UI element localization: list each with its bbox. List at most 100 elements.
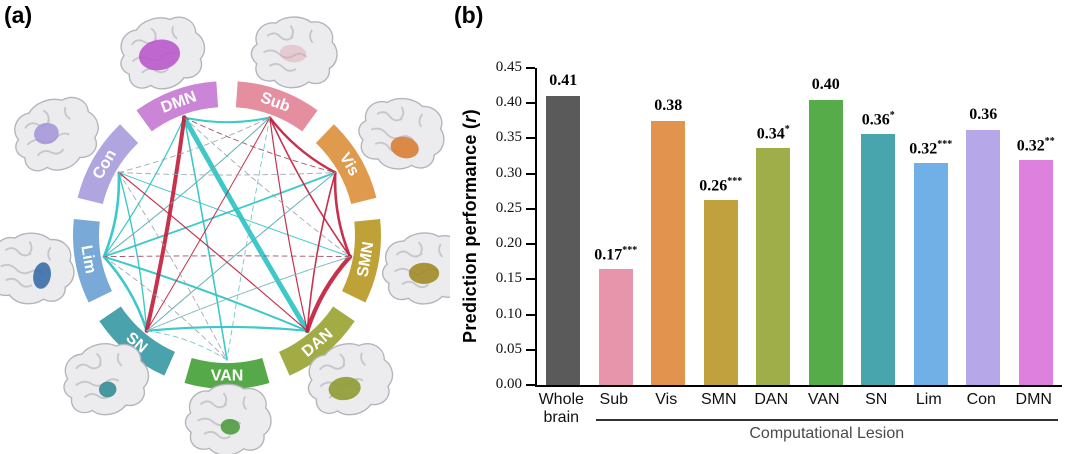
network-node-Lim: Lim — [73, 218, 113, 303]
y-tick — [525, 348, 535, 351]
edge-Con-VAN — [118, 172, 228, 361]
bar-chart-panel: Prediction performance (r) 0.41 0.17*** 0.… — [450, 0, 1072, 454]
significance-stars: *** — [727, 176, 743, 188]
bar-Vis — [651, 120, 686, 385]
bar-value-Vis: 0.38 — [654, 96, 683, 114]
brain-dan — [302, 337, 399, 422]
panel-b-label: (b) — [454, 2, 484, 28]
network-node-Sub: Sub — [235, 81, 318, 132]
network-arc-SMN — [341, 218, 381, 303]
network-arc-SN — [99, 306, 176, 376]
edge-SN-DAN — [145, 325, 309, 332]
y-tick — [525, 67, 535, 69]
x-label-DAN: DAN — [754, 391, 789, 408]
edge-Sub-Lim — [103, 117, 271, 258]
network-label-Lim: Lim — [77, 244, 99, 275]
edge-Sub-SMN — [269, 116, 351, 258]
edge-Lim-SN — [102, 255, 148, 333]
brain-sn — [58, 338, 154, 420]
y-tick — [525, 243, 535, 246]
brain-patch-sn — [98, 381, 117, 398]
edge-Lim-VAN — [103, 256, 228, 361]
bar-SN — [861, 134, 896, 385]
network-node-Vis: Vis — [315, 124, 377, 205]
edge-DMN-Sub — [183, 116, 271, 124]
y-tick — [525, 384, 535, 386]
x-label-Lim: Lim — [915, 391, 942, 408]
edge-Sub-Vis — [268, 116, 337, 174]
network-arc-Sub — [235, 81, 318, 132]
x-label-Con: Con — [966, 391, 996, 408]
brain-patch-lim — [33, 262, 51, 289]
brain-patch-sub — [279, 44, 307, 63]
x-label-DMN: DMN — [1015, 391, 1052, 408]
brain-sub — [247, 11, 342, 94]
edge-DMN-SMN — [183, 117, 351, 258]
edge-Vis-SMN — [333, 171, 352, 258]
y-axis-label-italic-r: r — [460, 115, 480, 123]
edge-SN-VAN — [146, 330, 228, 361]
y-tick-label: 0.35 — [495, 129, 522, 146]
y-tick-label: 0.25 — [495, 199, 522, 216]
significance-stars: *** — [622, 244, 638, 256]
bar-value-VAN: 0.40 — [811, 76, 840, 94]
brain-lim — [0, 225, 81, 312]
y-tick — [525, 278, 535, 281]
y-tick — [525, 102, 535, 105]
edge-Lim-Vis — [103, 171, 337, 258]
x-label-Whole-brain: Whole brain — [538, 391, 584, 426]
bar-DMN — [1018, 159, 1053, 385]
brains-layer — [0, 9, 450, 454]
network-arc-DMN — [136, 81, 219, 132]
bar-Lim — [913, 163, 948, 385]
edge-DMN-DAN — [181, 115, 310, 334]
bar-Con — [966, 130, 1001, 385]
y-tick — [525, 137, 535, 140]
significance-stars: ** — [1044, 135, 1055, 147]
network-node-VAN: VAN — [184, 357, 270, 389]
lesion-group-label: Computational Lesion — [749, 425, 905, 442]
plot-area: 0.41 0.17*** 0.38 0.26*** 0.34* 0.40 0.36* 0.32… — [525, 67, 1062, 387]
edge-Con-Sub — [118, 117, 271, 173]
network-arc-Lim — [73, 218, 113, 303]
bar-value-DAN: 0.34* — [756, 124, 790, 143]
x-label-Sub: Sub — [599, 391, 628, 408]
bar-SMN — [703, 200, 738, 385]
edge-Lim-Con — [102, 171, 121, 258]
bar-value-Whole-brain: 0.41 — [549, 72, 578, 90]
edge-SN-Vis — [146, 172, 336, 332]
network-label-SMN: SMN — [354, 241, 377, 279]
y-tick-label: 0.10 — [495, 305, 522, 322]
edge-SMN-Lim — [103, 255, 351, 258]
bar-Whole-brain — [546, 96, 581, 385]
brain-smn — [381, 232, 450, 305]
network-node-SMN: SMN — [341, 218, 381, 303]
y-tick — [525, 172, 535, 175]
edge-SN-SMN — [146, 256, 351, 332]
y-tick-label: 0.05 — [495, 340, 522, 357]
edge-Lim-DAN — [102, 255, 309, 332]
edge-DMN-VAN — [183, 116, 228, 361]
significance-stars: * — [889, 110, 895, 122]
brain-patch-smn — [408, 262, 440, 284]
lesion-group-bracket — [595, 419, 1058, 421]
edge-Sub-DAN — [269, 116, 308, 332]
bar-value-SN: 0.36* — [861, 110, 895, 129]
y-tick — [525, 313, 535, 316]
brain-van — [182, 380, 275, 454]
edge-Con-DAN — [118, 171, 308, 332]
significance-stars: * — [784, 124, 790, 136]
brain-patch-vis — [390, 136, 419, 159]
bar-value-SMN: 0.26*** — [699, 176, 743, 195]
edge-Con-Vis — [118, 172, 336, 176]
y-tick — [525, 207, 535, 210]
bar-VAN — [808, 100, 843, 385]
y-tick-label: 0.15 — [495, 270, 522, 287]
x-label-SMN: SMN — [700, 391, 737, 408]
edge-Con-SMN — [118, 172, 351, 258]
x-label-SN: SN — [865, 391, 888, 408]
y-tick-label: 0.45 — [495, 59, 522, 75]
y-axis-label: Prediction performance (r) — [460, 66, 484, 386]
